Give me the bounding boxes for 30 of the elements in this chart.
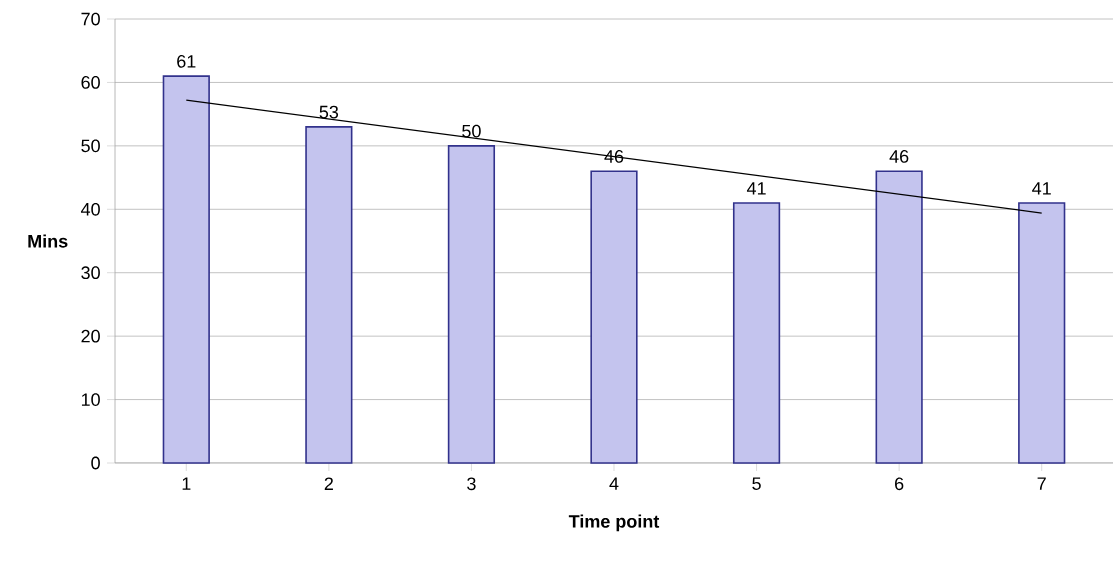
data-label: 41 — [1032, 182, 1051, 195]
y-tick-label: 60 — [81, 76, 100, 89]
y-tick-label: 0 — [91, 456, 100, 470]
x-tick-label: 1 — [182, 477, 191, 490]
x-tick-label: 3 — [467, 477, 476, 491]
y-tick-label: 40 — [81, 202, 100, 216]
bar — [447, 145, 496, 464]
x-tick-label: 2 — [324, 477, 333, 490]
data-label: 50 — [462, 124, 481, 138]
y-tick-label: 20 — [81, 329, 100, 343]
data-label: 53 — [319, 105, 339, 119]
y-axis-title: Mins — [28, 234, 68, 248]
data-label: 46 — [889, 150, 909, 163]
bar — [590, 170, 638, 464]
bar — [732, 202, 781, 464]
y-tick-label: 70 — [81, 12, 100, 26]
bar — [1018, 202, 1066, 464]
bar — [305, 126, 353, 464]
y-tick-label: 30 — [81, 266, 100, 280]
data-label: 61 — [177, 54, 196, 68]
x-tick-label: 6 — [895, 477, 904, 491]
x-tick-label: 4 — [609, 477, 619, 490]
bar — [162, 75, 210, 464]
x-tick-label: 5 — [752, 477, 761, 490]
y-tick-label: 10 — [81, 393, 100, 406]
bar — [875, 170, 923, 464]
x-tick-label: 7 — [1037, 477, 1046, 490]
data-label: 41 — [746, 182, 766, 195]
x-axis-title: Time point — [568, 514, 660, 532]
y-tick-label: 50 — [81, 139, 100, 153]
